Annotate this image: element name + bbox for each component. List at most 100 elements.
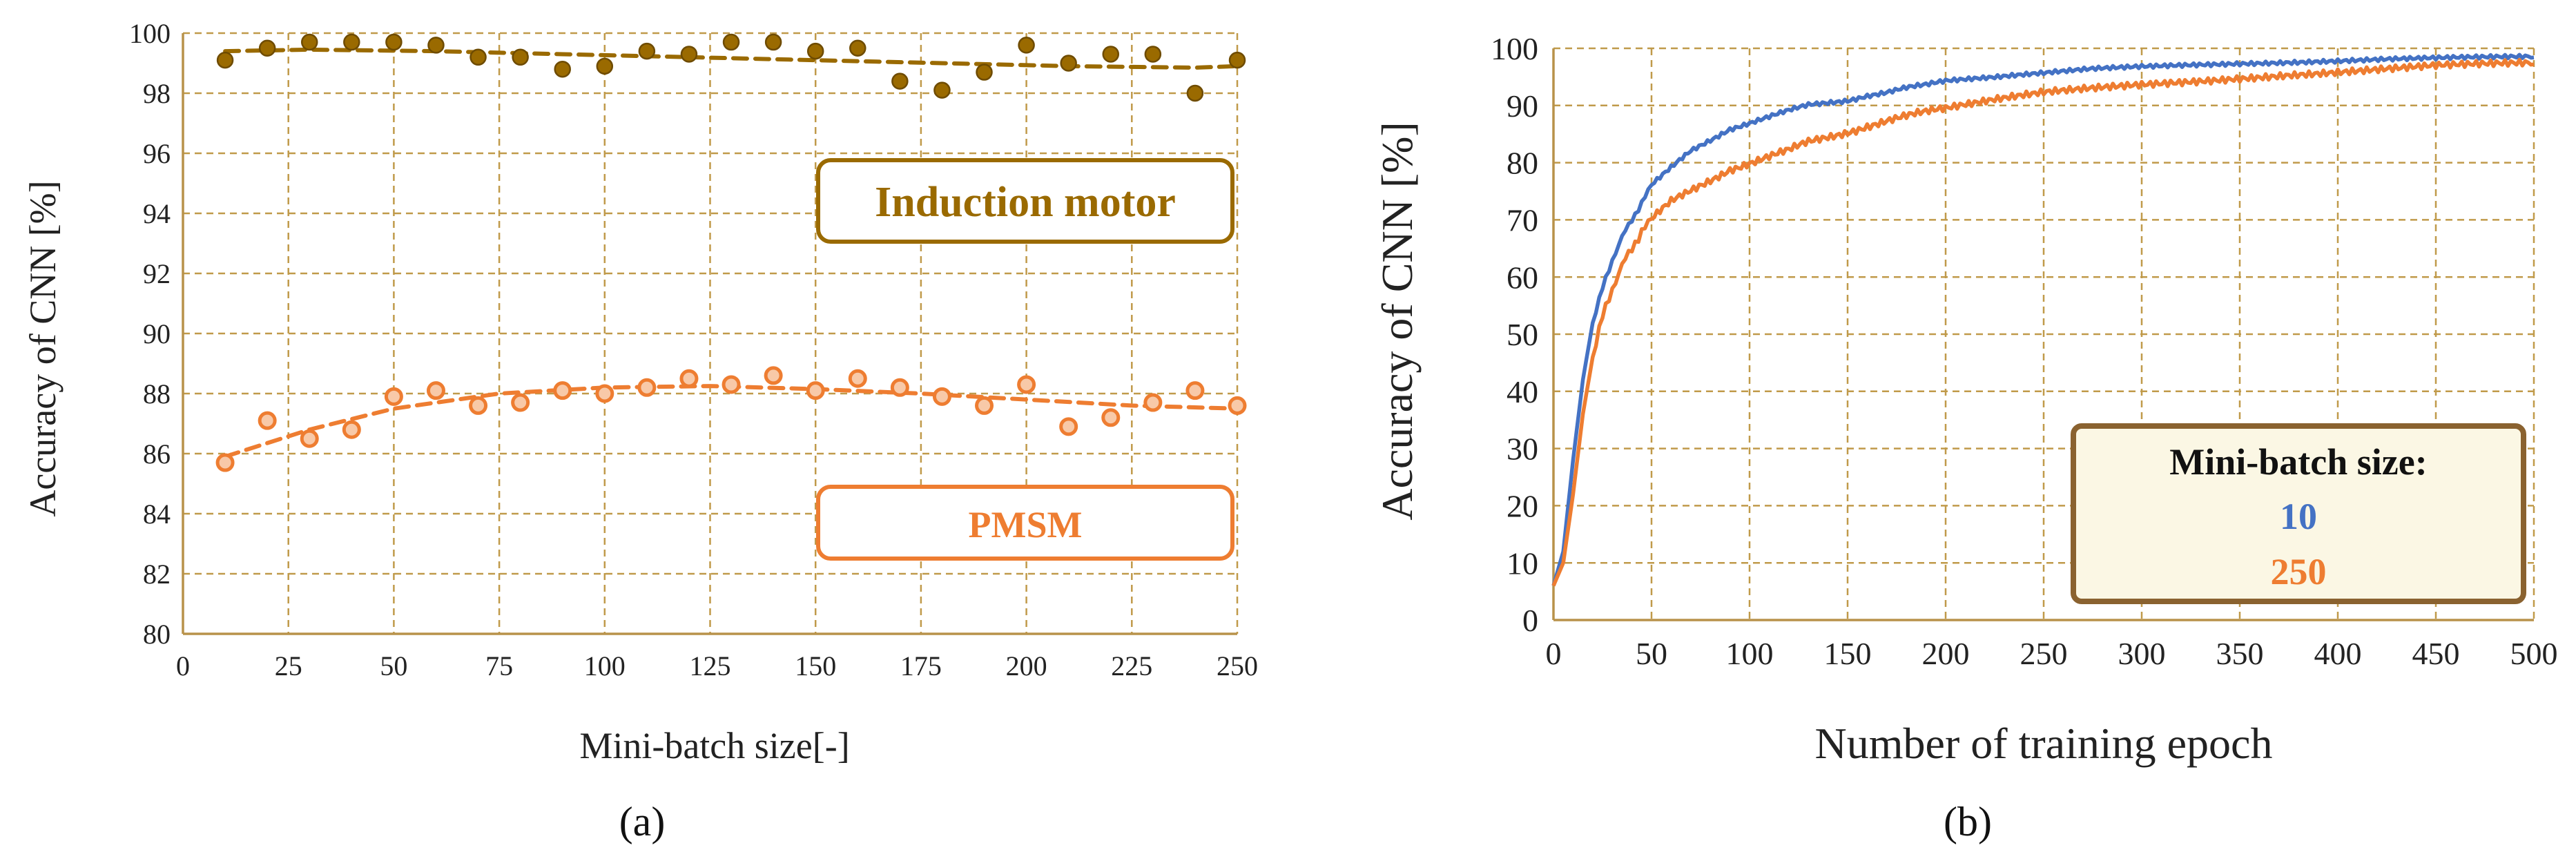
y-tick-label-94: 94 xyxy=(143,198,171,229)
x-tick-label-450: 450 xyxy=(2412,636,2460,671)
panel-a-gridlines xyxy=(183,33,1237,634)
panel-b-training-epoch-accuracy: 0 10 20 30 40 50 60 70 80 90 100 0 50 100 150 200 250 30… xyxy=(1373,31,2558,844)
x-tick-label-250: 250 xyxy=(2020,636,2068,671)
x-tick-label-25: 25 xyxy=(275,650,302,681)
y-tick-label-50: 50 xyxy=(1507,317,1538,352)
series-line-250 xyxy=(1551,57,2535,587)
data-point-pmsm-80 xyxy=(511,393,530,412)
legend-box-induction-motor xyxy=(816,158,1234,244)
caption-a: (a) xyxy=(619,799,666,844)
panel-b-y-tick-labels: 0 10 20 30 40 50 60 70 80 90 100 xyxy=(1491,31,1538,638)
data-point-pmsm-90 xyxy=(553,381,572,400)
x-tick-label-300: 300 xyxy=(2118,636,2166,671)
y-tick-label-84: 84 xyxy=(143,499,171,530)
data-point-pmsm-70 xyxy=(469,396,488,415)
legend-entry-250: 250 xyxy=(2271,551,2327,592)
data-point-pmsm-150 xyxy=(806,381,825,400)
data-point-pmsm-60 xyxy=(426,381,445,400)
y-tick-label-80: 80 xyxy=(1507,146,1538,181)
data-point-induction-motor-250 xyxy=(1228,51,1246,69)
data-point-induction-motor-30 xyxy=(300,33,318,51)
y-tick-label-96: 96 xyxy=(143,138,171,169)
legend-title: Mini-batch size: xyxy=(2169,441,2427,483)
x-tick-label-500: 500 xyxy=(2510,636,2558,671)
data-point-pmsm-110 xyxy=(637,378,657,397)
data-point-induction-motor-70 xyxy=(469,48,487,66)
x-tick-label-125: 125 xyxy=(690,650,731,681)
x-tick-label-175: 175 xyxy=(900,650,942,681)
legend-label-pmsm: PMSM xyxy=(969,504,1083,545)
data-point-pmsm-250 xyxy=(1228,396,1247,415)
data-point-induction-motor-100 xyxy=(596,57,614,75)
y-tick-label-70: 70 xyxy=(1507,203,1538,238)
data-point-pmsm-120 xyxy=(679,369,699,388)
y-tick-label-10: 10 xyxy=(1507,545,1538,581)
data-point-induction-motor-180 xyxy=(933,81,951,99)
x-tick-label-200: 200 xyxy=(1006,650,1047,681)
x-tick-label-250: 250 xyxy=(1217,650,1258,681)
y-tick-label-92: 92 xyxy=(143,258,171,289)
data-point-induction-motor-220 xyxy=(1102,46,1120,63)
panel-a-x-tick-labels: 0 25 50 75 100 125 150 175 200 225 250 xyxy=(176,650,1258,681)
data-point-induction-motor-190 xyxy=(976,64,993,81)
panel-a-frame xyxy=(182,32,1239,635)
data-point-induction-motor-10 xyxy=(216,51,234,69)
data-point-induction-motor-200 xyxy=(1018,37,1035,54)
panel-a-trendlines xyxy=(223,47,1239,459)
x-tick-label-0: 0 xyxy=(1546,636,1562,671)
data-point-pmsm-170 xyxy=(890,378,909,397)
data-point-induction-motor-110 xyxy=(638,42,656,60)
data-point-induction-motor-90 xyxy=(554,60,571,78)
trendline-pmsm xyxy=(223,384,1239,459)
data-point-pmsm-100 xyxy=(595,384,614,403)
data-point-induction-motor-140 xyxy=(764,33,782,51)
x-tick-label-100: 100 xyxy=(584,650,626,681)
data-point-pmsm-40 xyxy=(342,420,361,439)
y-tick-label-90: 90 xyxy=(1507,88,1538,124)
data-point-induction-motor-240 xyxy=(1186,84,1204,102)
y-tick-label-30: 30 xyxy=(1507,432,1538,467)
data-point-induction-motor-120 xyxy=(680,46,698,63)
panel-a-mini-batch-accuracy: 80 82 84 86 88 90 92 94 96 98 100 0 25 50 75 100 125 150… xyxy=(22,18,1258,844)
x-tick-label-100: 100 xyxy=(1726,636,1774,671)
data-point-induction-motor-230 xyxy=(1144,46,1162,63)
x-tick-label-50: 50 xyxy=(1636,636,1667,671)
legend-label-induction-motor: Induction motor xyxy=(875,179,1176,226)
data-point-pmsm-230 xyxy=(1143,393,1163,412)
data-point-induction-motor-130 xyxy=(722,33,740,51)
data-point-induction-motor-60 xyxy=(427,37,445,54)
x-tick-label-50: 50 xyxy=(380,650,407,681)
data-point-pmsm-200 xyxy=(1017,375,1036,394)
legend-box-mini-batch-size xyxy=(2071,423,2526,604)
y-tick-label-100: 100 xyxy=(1491,31,1538,66)
panel-b-frame xyxy=(1552,47,2535,621)
panel-a-y-axis-label: Accuracy of CNN [%] xyxy=(22,180,64,516)
data-point-induction-motor-160 xyxy=(849,39,866,57)
data-point-induction-motor-40 xyxy=(343,33,360,51)
data-point-pmsm-20 xyxy=(258,411,277,430)
x-tick-label-400: 400 xyxy=(2314,636,2362,671)
y-tick-label-86: 86 xyxy=(143,438,171,470)
legend-entry-10: 10 xyxy=(2280,496,2317,537)
y-tick-label-88: 88 xyxy=(143,378,171,409)
x-tick-label-150: 150 xyxy=(795,650,836,681)
x-tick-label-350: 350 xyxy=(2216,636,2264,671)
legend-box-pmsm xyxy=(816,485,1234,561)
x-tick-label-200: 200 xyxy=(1922,636,1970,671)
y-tick-label-40: 40 xyxy=(1507,374,1538,409)
panel-b-gridlines xyxy=(1553,48,2534,620)
y-tick-label-60: 60 xyxy=(1507,260,1538,295)
data-point-pmsm-220 xyxy=(1101,408,1121,427)
data-point-induction-motor-170 xyxy=(891,72,909,90)
data-point-induction-motor-50 xyxy=(385,33,403,51)
y-tick-label-80: 80 xyxy=(143,619,171,650)
data-point-pmsm-210 xyxy=(1059,417,1078,436)
y-tick-label-98: 98 xyxy=(143,78,171,109)
panel-a-y-tick-labels: 80 82 84 86 88 90 92 94 96 98 100 xyxy=(129,18,171,650)
panel-b-y-axis-label: Accuracy of CNN [%] xyxy=(1373,122,1422,521)
panel-b-x-tick-labels: 0 50 100 150 200 250 300 350 400 450 500 xyxy=(1546,636,2558,671)
y-tick-label-20: 20 xyxy=(1507,489,1538,524)
data-point-pmsm-180 xyxy=(932,387,951,406)
data-point-induction-motor-210 xyxy=(1060,55,1077,72)
data-point-pmsm-140 xyxy=(764,366,783,385)
